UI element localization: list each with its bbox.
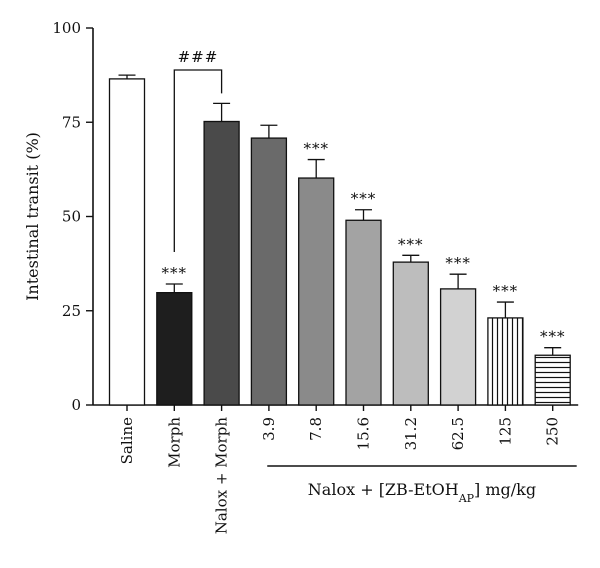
labels: 0 25 50 75 100 Intestinal transit (%) Saline **… (23, 19, 566, 535)
x-tick-label: 31.2 (402, 417, 420, 450)
x-tick-label: Morph (165, 417, 183, 468)
bar-7-8 (298, 177, 335, 406)
y-tick-label: 25 (62, 302, 81, 320)
bar-15-6 (345, 219, 382, 406)
comparison-label: ### (178, 48, 219, 66)
significance-label: *** (162, 264, 188, 282)
significance-label: *** (493, 282, 519, 300)
group-label: Nalox + [ZB-EtOHAP] mg/kg (308, 480, 536, 505)
bar-3-9 (250, 137, 288, 406)
significance-label: *** (351, 190, 377, 208)
significance-label: *** (540, 328, 566, 346)
bar-62-5 (439, 288, 477, 406)
bar-250 (534, 354, 571, 406)
bar-morph (156, 292, 193, 406)
bar-31-2 (392, 261, 429, 406)
x-tick-label: 62.5 (449, 417, 467, 450)
bars (108, 69, 571, 406)
x-tick-label: 250 (544, 417, 562, 446)
y-tick-label: 0 (71, 396, 81, 414)
bar-125 (487, 317, 524, 406)
significance-label: *** (445, 254, 471, 272)
x-tick-label: Nalox + Morph (213, 417, 231, 535)
x-tick-label: 15.6 (355, 417, 373, 450)
y-axis-label: Intestinal transit (%) (23, 132, 42, 301)
x-tick-label: 7.8 (307, 417, 325, 441)
y-tick-label: 100 (52, 19, 81, 37)
comparison-bracket (173, 69, 223, 252)
bar-nalox-morph (203, 120, 240, 406)
significance-label: *** (398, 235, 424, 253)
x-tick-label: 125 (496, 417, 514, 446)
bar-saline (108, 78, 146, 406)
x-tick-label: Saline (118, 417, 136, 464)
x-tick-label: 3.9 (260, 417, 278, 441)
y-tick-label: 50 (62, 208, 81, 226)
significance-label: *** (303, 140, 329, 158)
y-tick-label: 75 (62, 113, 81, 131)
